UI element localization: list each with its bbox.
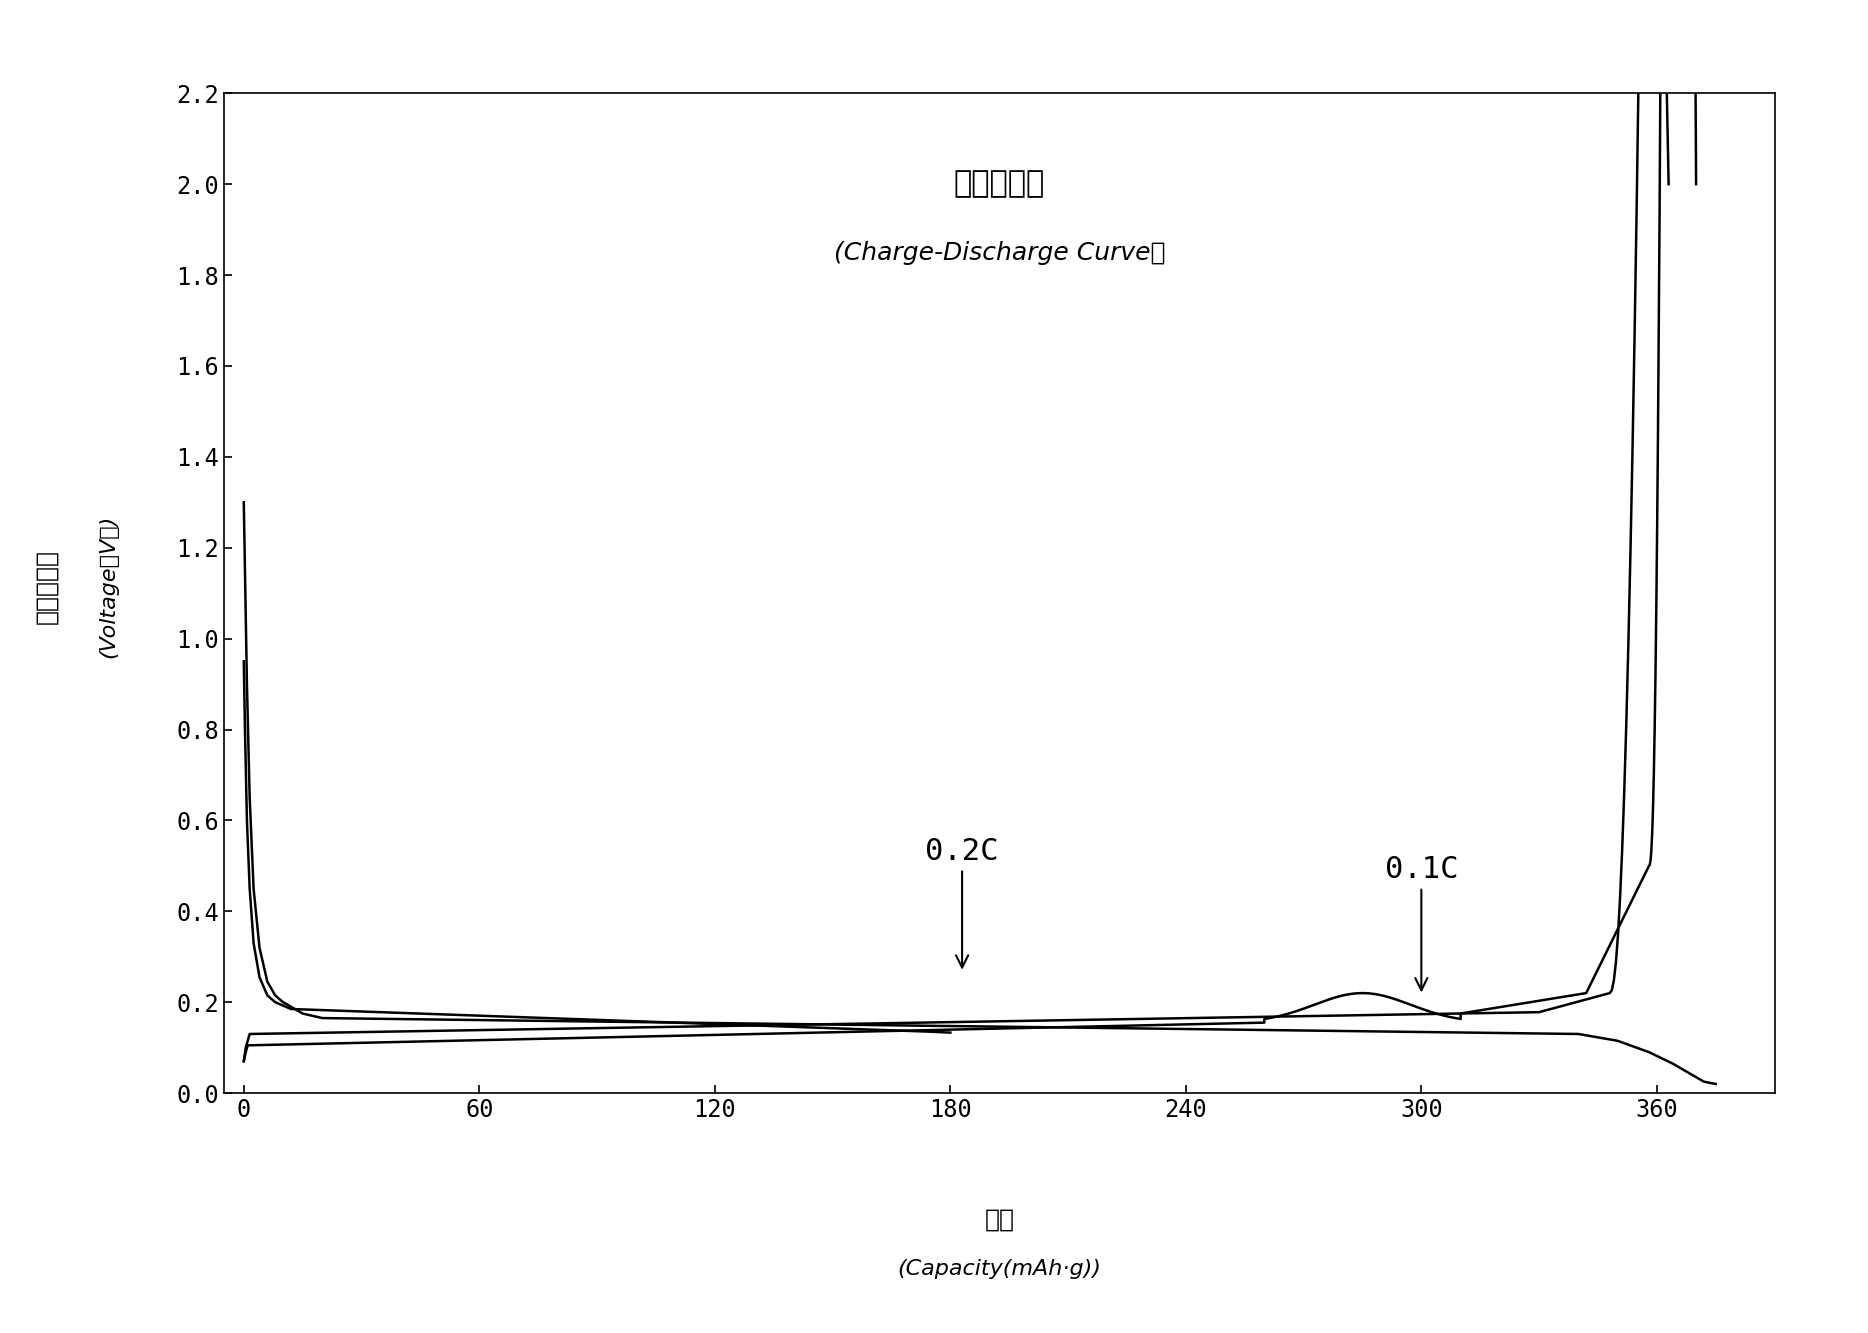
Text: 0.2C: 0.2C	[925, 837, 999, 968]
Text: 0.1C: 0.1C	[1384, 854, 1459, 990]
Text: 充放电曲线: 充放电曲线	[955, 169, 1044, 197]
Text: (Charge-Discharge Curve）: (Charge-Discharge Curve）	[833, 241, 1166, 265]
Text: (Voltage（V）): (Voltage（V）)	[99, 515, 118, 659]
Text: 容量: 容量	[984, 1208, 1014, 1232]
Text: (Capacity(mAh·g)): (Capacity(mAh·g))	[897, 1258, 1102, 1280]
Text: 电压（伏）: 电压（伏）	[35, 549, 58, 624]
